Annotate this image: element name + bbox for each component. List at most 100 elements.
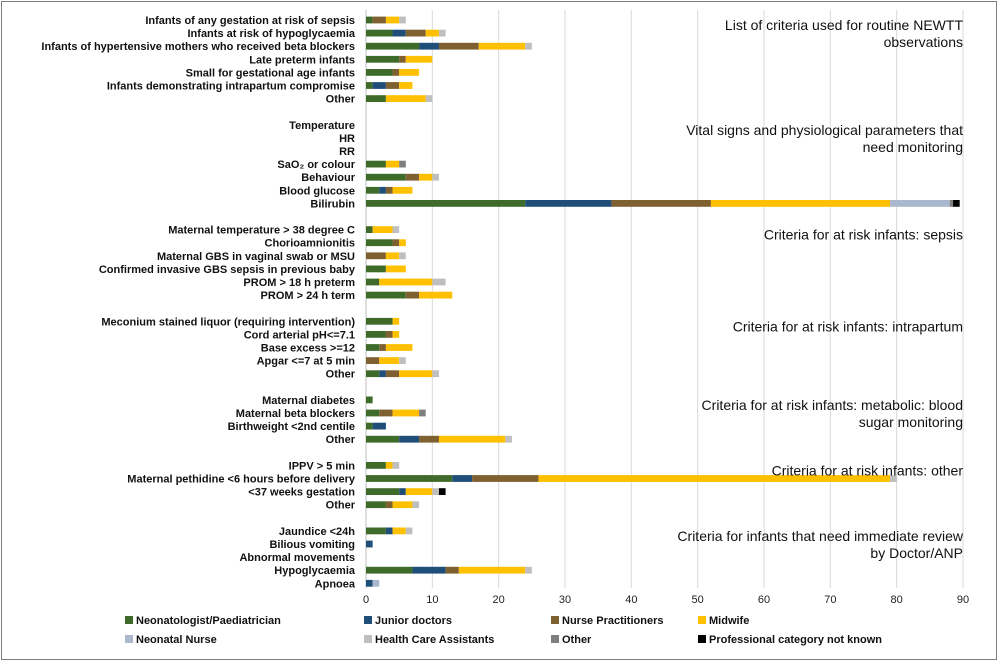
bar-segment	[379, 357, 400, 364]
bar-segment	[953, 200, 960, 207]
legend-label: Health Care Assistants	[375, 634, 494, 646]
bar-segment	[399, 16, 406, 24]
bar-segment	[419, 409, 426, 417]
group-title-line: need monitoring	[863, 139, 963, 155]
bar-segment	[890, 200, 950, 207]
bar-segment	[399, 69, 420, 76]
bar-segment	[385, 370, 400, 378]
bar-segment	[419, 435, 439, 443]
bar-segment	[379, 186, 386, 194]
category-label: Other	[326, 434, 356, 446]
group-title: Criteria for infants that need immediate…	[677, 528, 963, 561]
x-tick-label-9: 90	[957, 594, 969, 606]
category-label: Apnoea	[315, 578, 356, 590]
bar-segment	[949, 200, 954, 207]
bar-segment	[366, 200, 526, 207]
bar-segment	[366, 540, 373, 548]
legend-label: Neonatal Nurse	[136, 634, 217, 646]
bar-segment	[366, 527, 386, 535]
bar-segment	[412, 566, 446, 574]
bar-segment	[385, 82, 400, 89]
bar-segment	[405, 291, 420, 299]
bar-segment	[438, 29, 446, 37]
category-label: Abnormal movements	[239, 552, 355, 564]
bar-segment	[366, 69, 393, 76]
category-label: Maternal temperature > 38 degree C	[168, 225, 355, 237]
bar-segment	[472, 475, 539, 482]
bar-segment	[392, 69, 400, 76]
x-tick-label-0: 0	[363, 594, 369, 606]
category-label: HR	[339, 133, 355, 145]
group-title-line: Criteria for at risk infants: sepsis	[764, 227, 963, 243]
category-label: PROM > 18 h preterm	[243, 277, 355, 289]
bar-segment	[372, 422, 386, 430]
legend-label: Professional category not known	[709, 634, 882, 646]
bar-segment	[366, 278, 380, 286]
category-label: Infants of hypertensive mothers who rece…	[41, 41, 355, 53]
legend-label: Midwife	[709, 615, 749, 627]
bar-segment	[399, 239, 406, 247]
group-title: List of criteria used for routine NEWTT o…	[725, 17, 964, 50]
legend-swatch	[698, 635, 706, 643]
bar-segment	[366, 265, 386, 273]
bar-segment	[385, 344, 413, 351]
category-label: Maternal pethidine <6 hours before deliv…	[127, 474, 356, 486]
group-title-line: sugar monitoring	[859, 414, 963, 430]
legend-label: Other	[562, 634, 592, 646]
legend-label: Neonatologist/Paediatrician	[136, 615, 281, 627]
bar-segment	[538, 475, 891, 482]
bar-segment	[366, 396, 373, 404]
x-tick-label-5: 50	[692, 594, 704, 606]
category-label: Base excess >=12	[261, 343, 355, 355]
group-title: Criteria for at risk infants: other	[772, 462, 964, 478]
bar-segment	[399, 370, 433, 378]
bar-segment	[385, 16, 400, 24]
bar-segment	[366, 186, 380, 194]
group-title: Criteria for at risk infants: intrapartu…	[733, 318, 963, 334]
category-label: Bilious vomiting	[269, 539, 355, 551]
category-label: Maternal GBS in vaginal swab or MSU	[157, 251, 355, 263]
category-label: Other	[326, 94, 356, 106]
category-label: PROM > 24 h term	[261, 290, 356, 302]
bar-segment	[392, 186, 413, 194]
bar-segment	[366, 357, 380, 364]
bar-segment	[438, 435, 506, 443]
bar-segment	[432, 278, 446, 286]
bar-segment	[419, 291, 453, 299]
category-label: Birthweight <2nd centile	[228, 421, 355, 433]
group-title-line: by Doctor/ANP	[870, 545, 963, 561]
bar-segment	[379, 409, 393, 417]
group-title-line: Vital signs and physiological parameters…	[686, 122, 963, 138]
legend-swatch	[551, 635, 559, 643]
legend-label: Nurse Practitioners	[562, 615, 663, 627]
bar-segment	[890, 475, 897, 482]
x-tick-label-6: 60	[758, 594, 770, 606]
bar-segment	[372, 226, 393, 233]
bar-segment	[399, 252, 406, 260]
category-label: Blood glucose	[279, 185, 355, 197]
bar-segment	[419, 42, 439, 50]
bar-segment	[385, 462, 393, 469]
bar-segment	[366, 160, 386, 168]
bar-segment	[392, 409, 420, 417]
bar-segment	[366, 42, 420, 50]
x-tick-label-1: 10	[426, 594, 438, 606]
bar-segment	[366, 55, 400, 63]
bar-segment	[366, 566, 413, 574]
legend-swatch	[364, 616, 372, 624]
category-label: Chorioamnionitis	[265, 238, 355, 250]
category-label: RR	[339, 146, 355, 158]
bar-segment	[372, 82, 386, 89]
group-title-line: List of criteria used for routine NEWTT	[725, 17, 964, 33]
category-label: Infants of any gestation at risk of seps…	[145, 15, 355, 27]
bar-segment	[366, 462, 386, 469]
bar-segment	[405, 55, 433, 63]
bar-segment	[366, 435, 400, 443]
group-title: Vital signs and physiological parameters…	[686, 122, 963, 155]
bar-segment	[385, 527, 393, 535]
category-label: Maternal beta blockers	[236, 408, 355, 420]
category-label: Maternal diabetes	[262, 395, 355, 407]
bar-segment	[366, 344, 380, 351]
group-title-line: observations	[884, 34, 963, 50]
